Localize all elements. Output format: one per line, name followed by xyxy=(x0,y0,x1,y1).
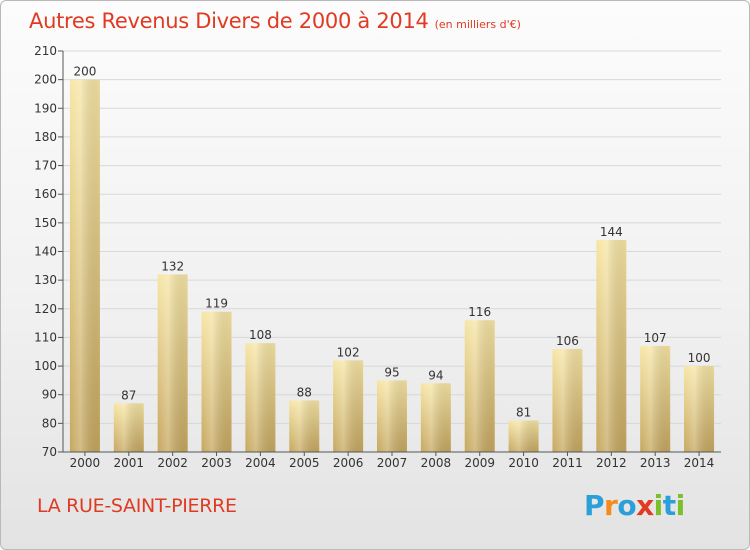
logo-letter: i xyxy=(653,489,664,522)
x-tick-label: 2008 xyxy=(421,456,452,470)
subtitle-text: (en milliers d'€) xyxy=(434,18,521,31)
bar-shine xyxy=(552,348,583,452)
title-text: Autres Revenus Divers de 2000 à 2014 xyxy=(29,9,429,33)
y-tick-label: 140 xyxy=(34,245,57,259)
x-tick-label: 2011 xyxy=(552,456,583,470)
x-tick-label: 2014 xyxy=(684,456,715,470)
bar-shine xyxy=(377,380,407,452)
y-tick-label: 70 xyxy=(42,445,57,459)
logo-letter: t xyxy=(662,489,676,522)
x-tick-label: 2006 xyxy=(333,456,364,470)
y-tick-label: 120 xyxy=(34,302,57,316)
axes: 7080901001101201301401501601701801902002… xyxy=(34,44,721,470)
bar-shine xyxy=(596,240,627,452)
logo-letter: i xyxy=(675,489,686,522)
data-label: 119 xyxy=(205,297,228,311)
logo-letter: r xyxy=(604,489,618,522)
data-labels: 200 87 132 119 108 88 102 95 94 116 81 106 144 107 100 xyxy=(73,65,710,420)
data-label: 108 xyxy=(249,328,272,342)
data-label: 95 xyxy=(384,365,399,379)
chart-title: Autres Revenus Divers de 2000 à 2014 (en … xyxy=(29,9,521,33)
logo-letter: o xyxy=(617,489,637,522)
y-tick-label: 170 xyxy=(34,159,57,173)
logo-letter: x xyxy=(636,489,654,522)
bar-shine xyxy=(333,360,364,452)
data-label: 200 xyxy=(73,65,96,79)
x-tick-label: 2009 xyxy=(464,456,495,470)
x-tick-label: 2010 xyxy=(508,456,539,470)
bar-shine xyxy=(113,403,144,452)
bar-shine xyxy=(201,311,232,452)
y-tick-label: 190 xyxy=(34,101,57,115)
data-label: 106 xyxy=(556,334,579,348)
data-label: 144 xyxy=(600,225,623,239)
data-label: 107 xyxy=(644,331,667,345)
data-label: 81 xyxy=(516,405,531,419)
y-tick-label: 180 xyxy=(34,130,57,144)
y-tick-label: 200 xyxy=(34,73,57,87)
x-tick-label: 2002 xyxy=(157,456,188,470)
x-tick-label: 2000 xyxy=(70,456,101,470)
y-tick-label: 100 xyxy=(34,359,57,373)
x-tick-label: 2007 xyxy=(377,456,408,470)
data-label: 87 xyxy=(121,388,136,402)
y-tick-label: 110 xyxy=(34,330,57,344)
x-tick-label: 2005 xyxy=(289,456,320,470)
y-tick-label: 150 xyxy=(34,216,57,230)
bar-shine xyxy=(69,79,100,453)
data-label: 94 xyxy=(428,368,443,382)
data-label: 132 xyxy=(161,259,184,273)
bar-shine xyxy=(245,343,276,452)
bar-shine xyxy=(684,366,715,452)
bars xyxy=(69,79,715,453)
data-label: 116 xyxy=(468,305,491,319)
data-label: 100 xyxy=(688,351,711,365)
bar-shine xyxy=(157,274,188,452)
logo-letter: P xyxy=(584,489,605,522)
y-tick-label: 160 xyxy=(34,187,57,201)
proxiti-logo[interactable]: Proxiti xyxy=(584,489,685,522)
bar-shine xyxy=(289,400,320,452)
x-tick-label: 2004 xyxy=(245,456,276,470)
bar-shine xyxy=(640,346,671,452)
bar-shine xyxy=(420,383,451,452)
bar-shine xyxy=(508,420,539,452)
data-label: 88 xyxy=(297,385,312,399)
y-tick-label: 130 xyxy=(34,273,57,287)
x-tick-label: 2003 xyxy=(201,456,232,470)
bar-shine xyxy=(464,320,495,452)
x-tick-label: 2013 xyxy=(640,456,671,470)
y-tick-label: 210 xyxy=(34,44,57,58)
x-tick-label: 2001 xyxy=(114,456,145,470)
y-tick-label: 80 xyxy=(42,416,57,430)
commune-name: LA RUE-SAINT-PIERRE xyxy=(37,495,237,517)
data-label: 102 xyxy=(337,345,360,359)
x-tick-label: 2012 xyxy=(596,456,627,470)
y-tick-label: 90 xyxy=(42,388,57,402)
